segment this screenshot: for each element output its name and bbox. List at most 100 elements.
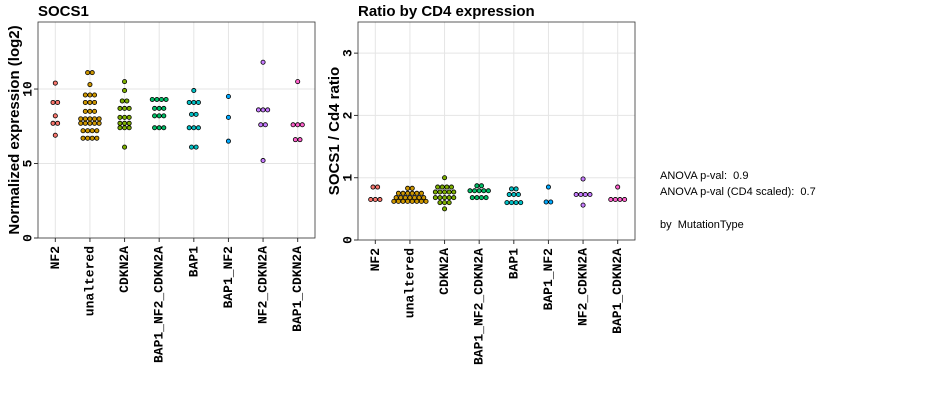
dot	[122, 144, 128, 150]
y-tick-label: 10	[20, 81, 35, 97]
dot	[580, 176, 586, 182]
dot	[260, 107, 266, 113]
x-tick-label: BAP1_NF2_CDKN2A	[472, 248, 487, 365]
dot	[96, 116, 102, 122]
dot	[195, 125, 201, 131]
dot	[474, 183, 480, 189]
x-tick-label: BAP1_NF2_CDKN2A	[152, 246, 167, 363]
y-axis-label: SOCS1 / Cd4 ratio	[326, 67, 343, 195]
dot	[96, 120, 102, 126]
dot	[582, 192, 588, 198]
dot	[398, 195, 404, 201]
dot	[474, 195, 480, 201]
dot	[407, 195, 413, 201]
dot	[513, 200, 519, 206]
x-tick-label: BAP1_CDKN2A	[610, 248, 625, 334]
dot	[193, 111, 199, 117]
dot	[587, 192, 593, 198]
dot	[414, 190, 420, 196]
dot	[92, 99, 98, 105]
y-tick-label: 0	[20, 234, 35, 242]
x-tick-label: BAP1	[506, 248, 521, 279]
dot	[442, 195, 448, 201]
dot	[260, 59, 266, 65]
dot	[265, 107, 271, 113]
x-tick-label: NF2	[368, 248, 383, 272]
dot	[409, 185, 415, 191]
y-tick-label: 0	[340, 236, 355, 244]
dot	[161, 125, 167, 131]
dot	[375, 184, 381, 190]
dot	[94, 128, 100, 134]
dot	[395, 198, 401, 204]
dot	[124, 98, 130, 104]
dot	[225, 114, 231, 120]
dot	[615, 184, 621, 190]
dot	[117, 120, 123, 126]
dot	[439, 184, 445, 190]
x-tick-label: BAP1	[186, 246, 201, 277]
dot	[478, 195, 484, 201]
x-tick-label: NF2	[48, 246, 63, 270]
y-axis-label: Normalized expression (log2)	[6, 25, 23, 234]
dot	[446, 195, 452, 201]
dot	[414, 198, 420, 204]
dot	[437, 200, 443, 206]
dot	[85, 135, 91, 141]
dot	[149, 96, 155, 102]
x-tick-label: unaltered	[82, 246, 97, 316]
dot	[515, 192, 521, 198]
dot	[52, 80, 58, 86]
dot	[435, 184, 441, 190]
dot	[52, 113, 58, 119]
dot	[87, 116, 93, 122]
dot	[580, 202, 586, 208]
plot-border	[37, 21, 316, 239]
dot	[156, 113, 162, 119]
annotation: ANOVA p-val (CD4 scaled): 0.7	[660, 186, 816, 198]
dot	[152, 113, 158, 119]
dot	[442, 189, 448, 195]
dot	[186, 125, 192, 131]
dot	[513, 186, 519, 192]
dot	[87, 92, 93, 98]
dot	[504, 200, 510, 206]
dot	[432, 195, 438, 201]
dot	[117, 114, 123, 120]
dot	[92, 92, 98, 98]
dot	[80, 128, 86, 134]
chart-title: Ratio by CD4 expression	[358, 3, 535, 20]
dot	[82, 99, 88, 105]
dot	[608, 197, 614, 203]
dot	[451, 195, 457, 201]
dot	[444, 184, 450, 190]
x-tick-label: BAP1_NF2	[221, 246, 236, 309]
dot	[152, 105, 158, 111]
dot	[432, 189, 438, 195]
dot	[405, 198, 411, 204]
dot	[543, 199, 549, 205]
dot	[189, 144, 195, 150]
dot	[78, 120, 84, 126]
dot	[617, 197, 623, 203]
dot	[92, 108, 98, 114]
dot	[193, 144, 199, 150]
dot	[82, 120, 88, 126]
dot	[225, 138, 231, 144]
dot	[255, 107, 261, 113]
dot	[161, 113, 167, 119]
dot	[122, 114, 128, 120]
dot	[409, 198, 415, 204]
dot	[189, 111, 195, 117]
dot	[152, 125, 158, 131]
dot	[122, 79, 128, 85]
dot	[290, 122, 296, 128]
dot	[117, 125, 123, 131]
y-tick-label: 5	[20, 159, 35, 167]
dot	[186, 99, 192, 105]
chart-title: SOCS1	[38, 3, 89, 20]
dot	[119, 98, 125, 104]
dot	[481, 188, 487, 194]
dot	[370, 184, 376, 190]
dot	[92, 116, 98, 122]
